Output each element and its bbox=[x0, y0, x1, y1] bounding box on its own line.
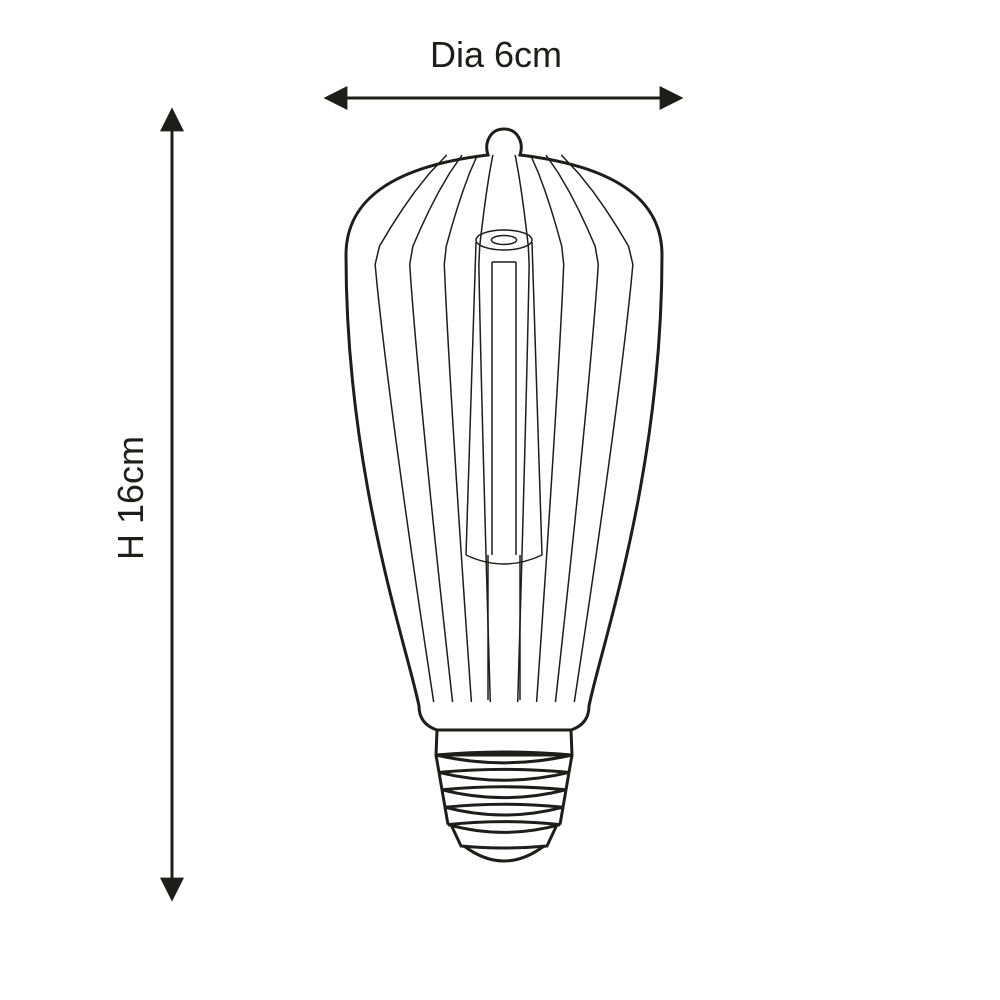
screw-thread bbox=[448, 825, 560, 833]
bulb-rib bbox=[410, 155, 462, 702]
bulb-rib bbox=[375, 155, 447, 702]
filament-top-ellipse-inner bbox=[491, 236, 516, 245]
bulb-rib bbox=[546, 155, 598, 702]
bulb-rib bbox=[531, 155, 564, 702]
screw-thread bbox=[439, 772, 569, 780]
diagram-canvas: Dia 6cm H 16cm bbox=[0, 0, 1000, 1000]
filament-top-ellipse bbox=[476, 230, 532, 250]
bulb-rib bbox=[479, 155, 493, 702]
bulb-glass-outline bbox=[346, 129, 662, 730]
drawing-svg bbox=[0, 0, 1000, 1000]
bulb-rib bbox=[444, 155, 477, 702]
bulb-rib bbox=[515, 155, 529, 702]
screw-thread bbox=[442, 790, 566, 798]
bulb-rib bbox=[561, 155, 633, 702]
screw-thread bbox=[445, 807, 563, 815]
